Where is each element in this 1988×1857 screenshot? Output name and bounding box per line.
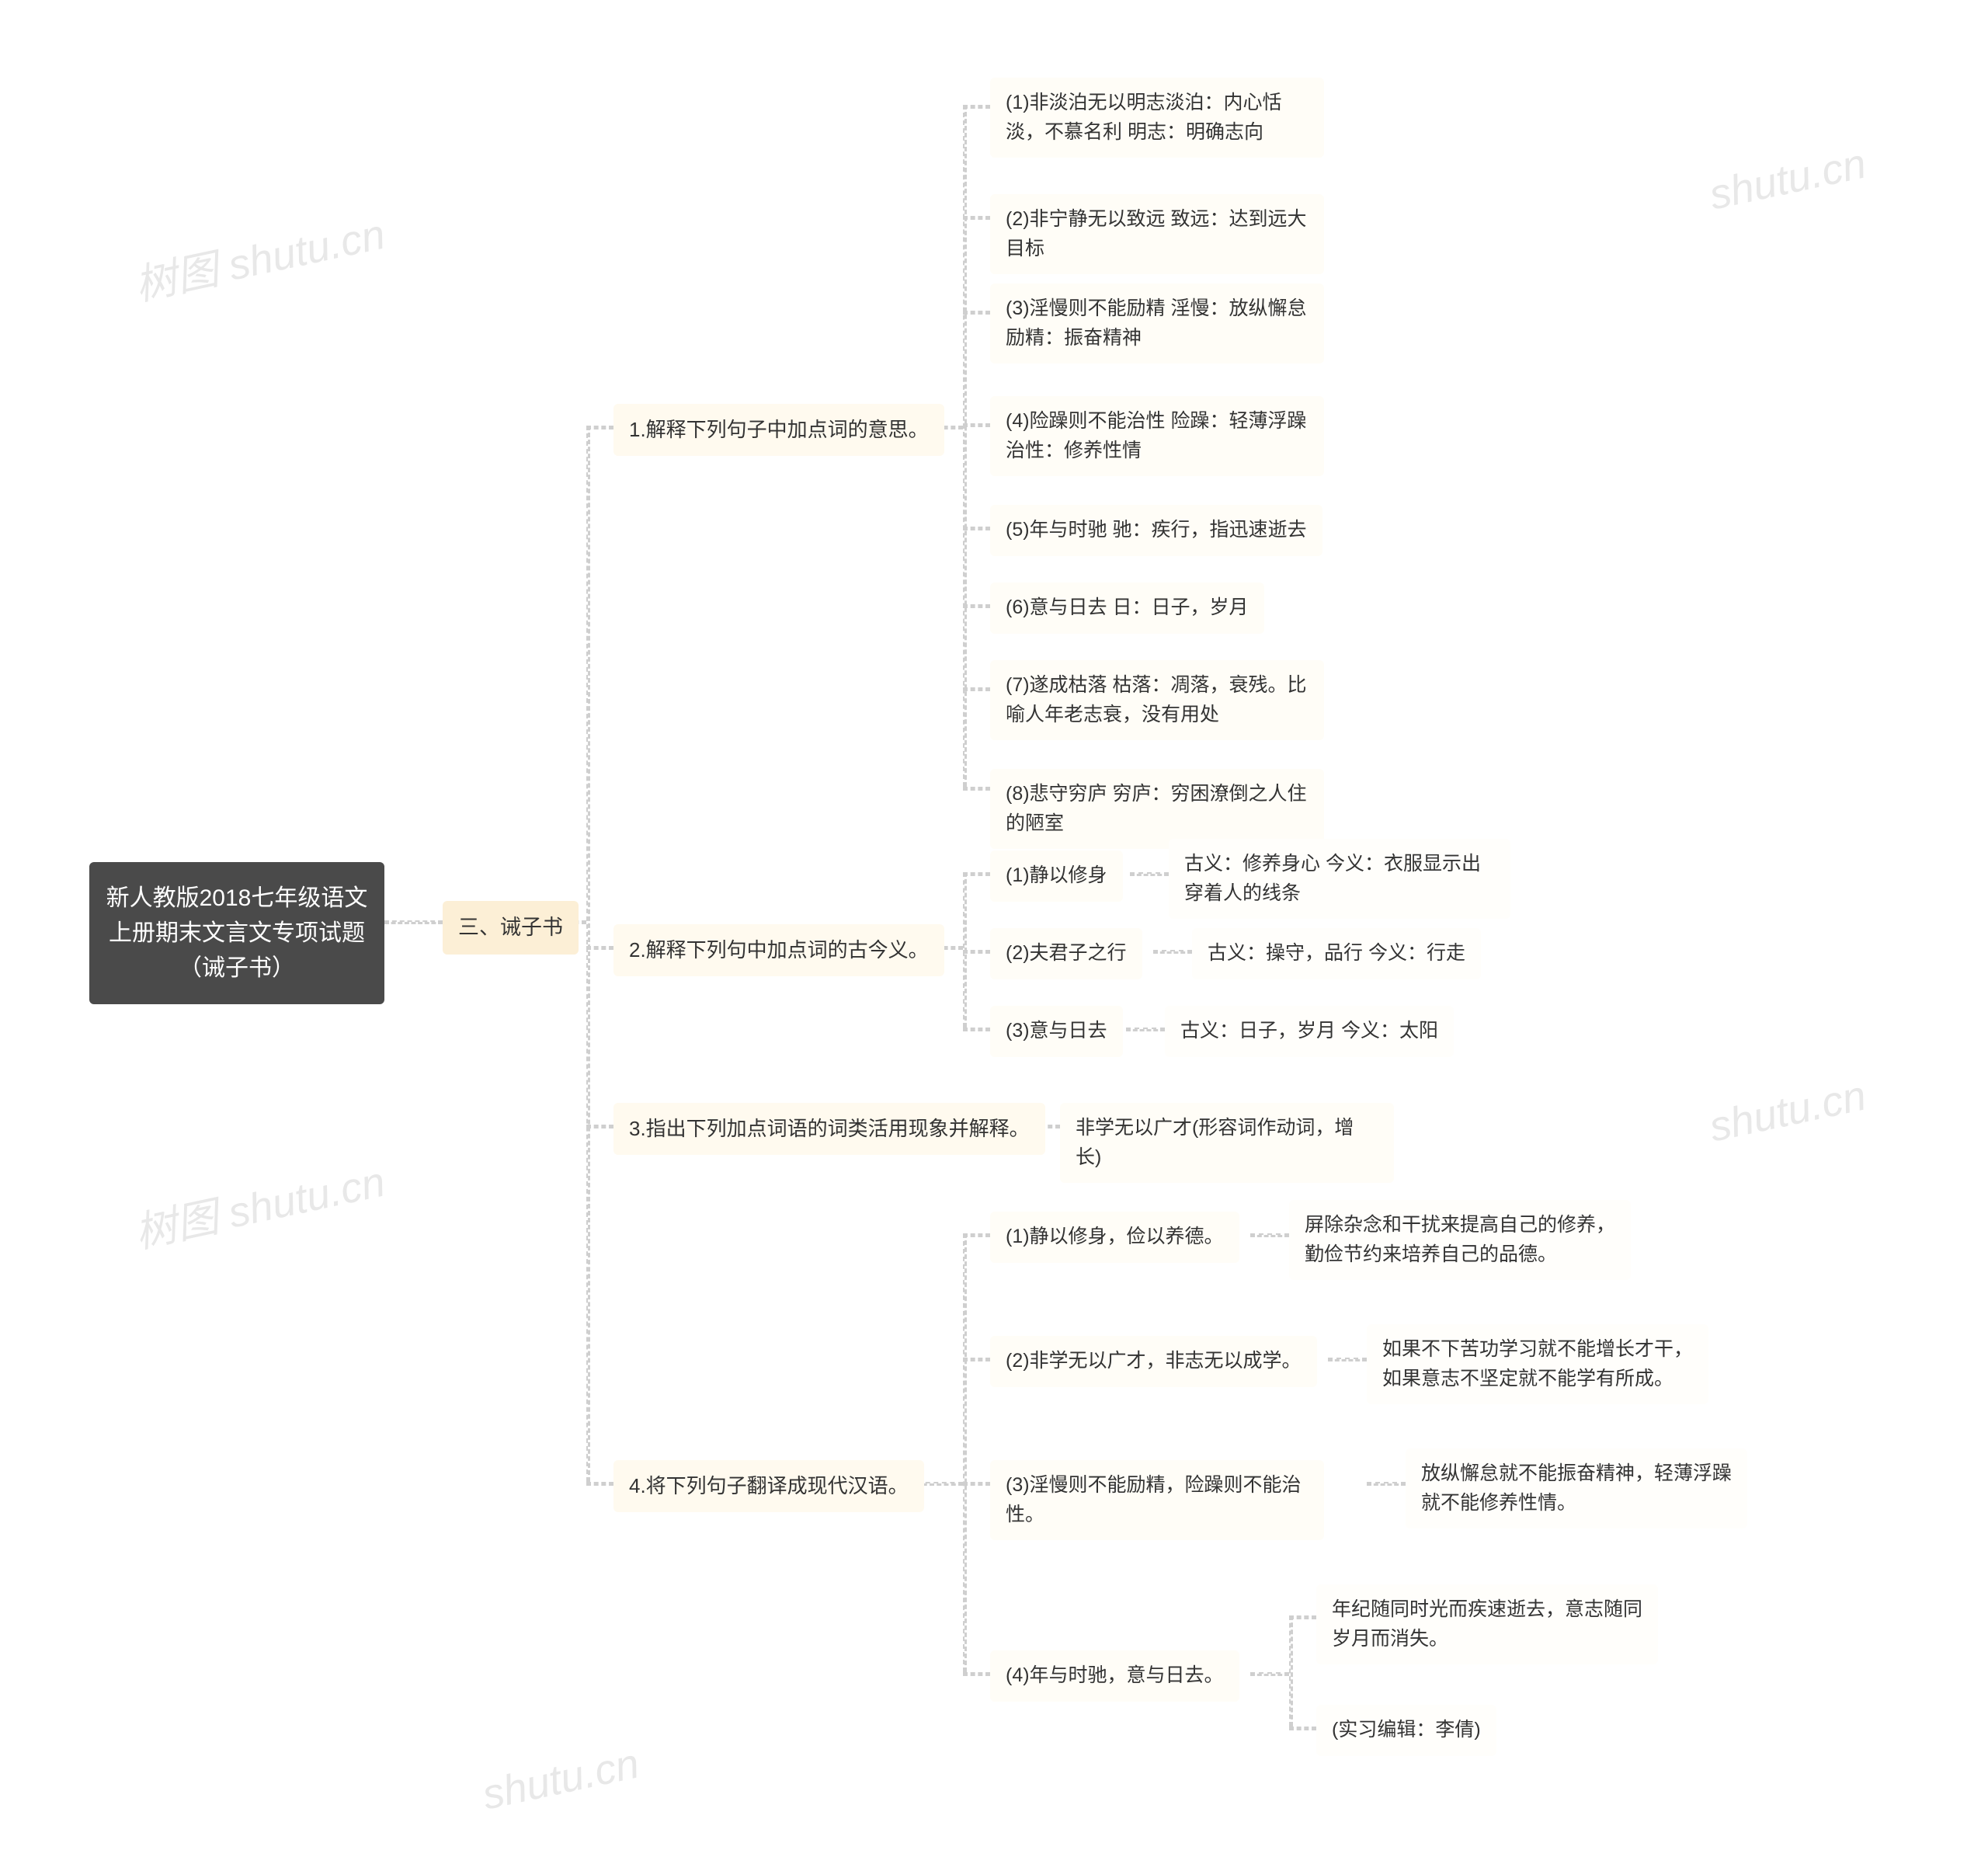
watermark: 树图 shutu.cn (128, 200, 389, 312)
connector (963, 1028, 990, 1031)
root-line: 新人教版2018七年级语文 (105, 881, 369, 916)
connector (1153, 950, 1192, 954)
leaf-node: (3)意与日去 (990, 1006, 1123, 1057)
connector (586, 946, 613, 950)
connector (963, 604, 990, 608)
leaf-node: (实习编辑：李倩) (1316, 1705, 1496, 1756)
chapter-node: 三、诫子书 (443, 901, 579, 955)
connector (963, 423, 990, 427)
section-node: 2.解释下列句中加点词的古今义。 (613, 924, 944, 976)
root-line: （诫子书） (105, 951, 369, 986)
connector (963, 687, 990, 691)
connector (963, 216, 990, 220)
connector (1367, 1482, 1406, 1486)
connector (963, 105, 967, 787)
leaf-node: 屏除杂念和干扰来提高自己的修养，勤俭节约来培养自己的品德。 (1289, 1200, 1631, 1280)
connector (1289, 1727, 1316, 1730)
leaf-node: 古义：日子，岁月 今义：太阳 (1165, 1006, 1454, 1057)
leaf-node: (2)夫君子之行 (990, 928, 1142, 979)
leaf-node: (3)淫慢则不能励精 淫慢：放纵懈怠 励精：振奋精神 (990, 283, 1324, 363)
leaf-node: 放纵懈怠就不能振奋精神，轻薄浮躁就不能修养性情。 (1406, 1448, 1747, 1528)
leaf-node: (7)遂成枯落 枯落：凋落，衰残。比喻人年老志衰，没有用处 (990, 660, 1324, 740)
connector (963, 1482, 990, 1486)
root-node: 新人教版2018七年级语文 上册期末文言文专项试题 （诫子书） (89, 862, 384, 1004)
section-node: 4.将下列句子翻译成现代汉语。 (613, 1460, 924, 1512)
connector (586, 1482, 613, 1486)
connector (1250, 1672, 1289, 1676)
connector (1126, 1028, 1165, 1031)
leaf-node: (6)意与日去 日：日子，岁月 (990, 582, 1264, 634)
connector (963, 1672, 990, 1676)
connector (1289, 1615, 1293, 1727)
connector (384, 920, 443, 924)
leaf-node: 非学无以广才(形容词作动词，增长) (1060, 1103, 1394, 1183)
leaf-node: (2)非宁静无以致远 致远：达到远大目标 (990, 194, 1324, 274)
leaf-node: 如果不下苦功学习就不能增长才干，如果意志不坚定就不能学有所成。 (1367, 1324, 1708, 1404)
connector (963, 527, 990, 530)
connector (963, 311, 990, 315)
watermark: 树图 shutu.cn (128, 1147, 389, 1260)
connector (963, 787, 990, 791)
leaf-node: (4)年与时驰，意与日去。 (990, 1650, 1239, 1702)
connector (963, 105, 990, 109)
section-node: 1.解释下列句子中加点词的意思。 (613, 404, 944, 456)
leaf-node: 古义：操守，品行 今义：行走 (1192, 928, 1481, 979)
leaf-node: (8)悲守穷庐 穷庐：穷困潦倒之人住的陋室 (990, 769, 1324, 849)
connector (963, 1233, 990, 1237)
connector (1130, 872, 1169, 876)
root-line: 上册期末文言文专项试题 (105, 916, 369, 951)
connector (963, 872, 990, 876)
leaf-node: (2)非学无以广才，非志无以成学。 (990, 1336, 1317, 1387)
leaf-node: 古义：修养身心 今义：衣服显示出穿着人的线条 (1169, 839, 1510, 919)
leaf-node: (1)非淡泊无以明志淡泊：内心恬淡，不慕名利 明志：明确志向 (990, 78, 1324, 158)
watermark: shutu.cn (478, 1739, 644, 1819)
leaf-node: (1)静以修身，俭以养德。 (990, 1212, 1239, 1263)
mindmap-container: 树图 shutu.cn shutu.cn 树图 shutu.cn shutu.c… (0, 0, 1988, 1857)
connector (1250, 1233, 1289, 1237)
connector (963, 1358, 990, 1361)
leaf-node: (4)险躁则不能治性 险躁：轻薄浮躁 治性：修养性情 (990, 396, 1324, 476)
leaf-node: (3)淫慢则不能励精，险躁则不能治性。 (990, 1460, 1324, 1540)
leaf-node: (5)年与时驰 驰：疾行，指迅速逝去 (990, 505, 1322, 556)
section-node: 3.指出下列加点词语的词类活用现象并解释。 (613, 1103, 1045, 1155)
leaf-node: (1)静以修身 (990, 850, 1123, 902)
watermark: shutu.cn (1705, 1071, 1871, 1151)
leaf-node: 年纪随同时光而疾速逝去，意志随同岁月而消失。 (1316, 1584, 1658, 1664)
connector (1289, 1615, 1316, 1619)
connector (1328, 1358, 1367, 1361)
connector (586, 426, 590, 1482)
connector (586, 426, 613, 429)
connector (586, 1125, 613, 1128)
watermark: shutu.cn (1705, 139, 1871, 219)
connector (963, 950, 990, 954)
connector (963, 1233, 967, 1672)
